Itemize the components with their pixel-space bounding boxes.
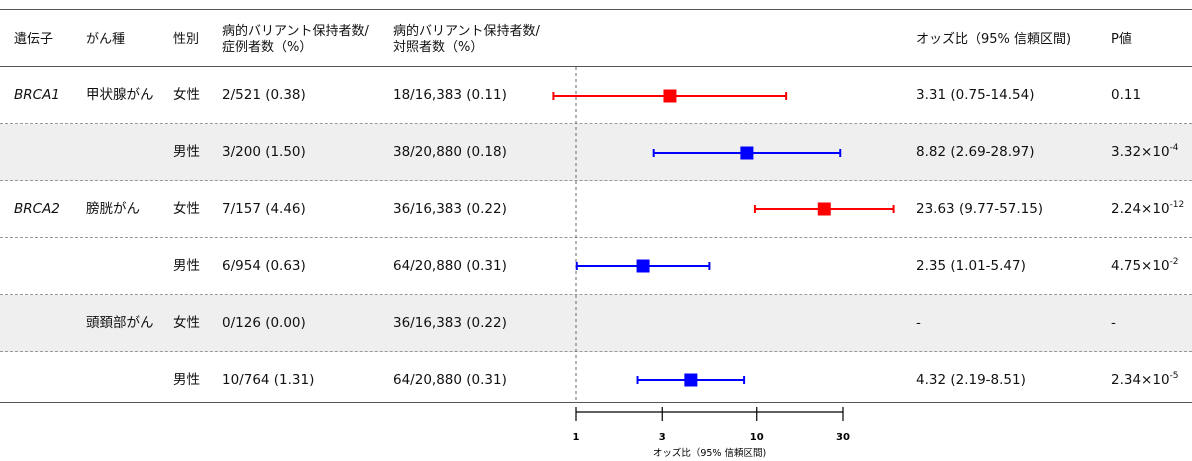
header-cases-line1: 病的バリアント保持者数/ xyxy=(222,24,369,39)
header-p-value: P値 xyxy=(1111,32,1132,47)
cases-cell: 3/200 (1.50) xyxy=(222,144,306,160)
p-value-cell: 4.75×10-2 xyxy=(1111,258,1179,275)
cancer-cell: 甲状腺がん xyxy=(86,87,154,103)
x-axis-tick-label: 30 xyxy=(836,432,850,443)
header-cases-line2: 症例者数（%） xyxy=(222,40,313,55)
p-value-base: 2.34×10 xyxy=(1111,372,1170,388)
p-value-base: 4.75×10 xyxy=(1111,258,1170,274)
sex-cell: 男性 xyxy=(173,144,200,160)
p-value-exponent: -2 xyxy=(1169,257,1179,267)
x-axis-tick-label: 3 xyxy=(659,432,666,443)
bottom-rule xyxy=(0,402,1192,403)
p-value-cell: 0.11 xyxy=(1111,87,1141,104)
row-divider xyxy=(0,351,1192,352)
table-row: BRCA2 膀胱がん 女性 7/157 (4.46) 36/16,383 (0.… xyxy=(0,181,1192,238)
header-gene: 遺伝子 xyxy=(14,32,54,47)
table-row: 男性 10/764 (1.31) 64/20,880 (0.31) 4.32 (… xyxy=(0,352,1192,409)
header-controls-line2: 対照者数（%） xyxy=(393,40,484,55)
p-value-base: 2.24×10 xyxy=(1111,201,1170,217)
odds-ratio-cell: 3.31 (0.75-14.54) xyxy=(916,87,1035,103)
controls-cell: 36/16,383 (0.22) xyxy=(393,201,507,217)
controls-cell: 64/20,880 (0.31) xyxy=(393,372,507,388)
odds-ratio-cell: 23.63 (9.77-57.15) xyxy=(916,201,1044,217)
controls-cell: 38/20,880 (0.18) xyxy=(393,144,507,160)
p-value-cell: 3.32×10-4 xyxy=(1111,144,1179,161)
p-value-cell: - xyxy=(1111,315,1116,332)
table-row: 頭頚部がん 女性 0/126 (0.00) 36/16,383 (0.22) -… xyxy=(0,295,1192,352)
x-axis-tick-label: 10 xyxy=(750,432,764,443)
p-value-exponent: -4 xyxy=(1169,143,1179,153)
sex-cell: 女性 xyxy=(173,87,200,103)
gene-cell: BRCA2 xyxy=(14,201,60,217)
cases-cell: 2/521 (0.38) xyxy=(222,87,306,103)
p-value-exponent: -5 xyxy=(1169,371,1179,381)
cases-cell: 0/126 (0.00) xyxy=(222,315,306,331)
row-divider xyxy=(0,123,1192,124)
controls-cell: 36/16,383 (0.22) xyxy=(393,315,507,331)
table-row: 男性 6/954 (0.63) 64/20,880 (0.31) 2.35 (1… xyxy=(0,238,1192,295)
header-controls-line1: 病的バリアント保持者数/ xyxy=(393,24,540,39)
sex-cell: 男性 xyxy=(173,372,200,388)
table-row: 男性 3/200 (1.50) 38/20,880 (0.18) 8.82 (2… xyxy=(0,124,1192,181)
controls-cell: 64/20,880 (0.31) xyxy=(393,258,507,274)
x-axis-label: オッズ比（95% 信頼区間) xyxy=(653,447,766,459)
sex-cell: 女性 xyxy=(173,201,200,217)
cases-cell: 10/764 (1.31) xyxy=(222,372,315,388)
p-value-base: 3.32×10 xyxy=(1111,144,1170,160)
cases-cell: 6/954 (0.63) xyxy=(222,258,306,274)
p-value-base: 0.11 xyxy=(1111,87,1142,103)
p-value-exponent: -12 xyxy=(1169,200,1185,210)
odds-ratio-cell: 4.32 (2.19-8.51) xyxy=(916,372,1026,388)
row-divider xyxy=(0,237,1192,238)
cancer-cell: 膀胱がん xyxy=(86,201,140,217)
controls-cell: 18/16,383 (0.11) xyxy=(393,87,507,103)
table-row: BRCA1 甲状腺がん 女性 2/521 (0.38) 18/16,383 (0… xyxy=(0,67,1192,124)
gene-cell: BRCA1 xyxy=(14,87,60,103)
sex-cell: 女性 xyxy=(173,315,200,331)
top-rule xyxy=(0,9,1192,10)
odds-ratio-cell: 8.82 (2.69-28.97) xyxy=(916,144,1035,160)
header-rule xyxy=(0,66,1192,67)
row-divider xyxy=(0,180,1192,181)
header-cancer: がん種 xyxy=(86,32,126,47)
p-value-cell: 2.34×10-5 xyxy=(1111,372,1179,389)
p-value-cell: 2.24×10-12 xyxy=(1111,201,1184,218)
row-divider xyxy=(0,294,1192,295)
cases-cell: 7/157 (4.46) xyxy=(222,201,306,217)
header-sex: 性別 xyxy=(173,32,200,47)
sex-cell: 男性 xyxy=(173,258,200,274)
header-odds-ratio: オッズ比（95% 信頼区間) xyxy=(916,32,1072,47)
odds-ratio-cell: - xyxy=(916,315,921,331)
cancer-cell: 頭頚部がん xyxy=(86,315,154,331)
odds-ratio-cell: 2.35 (1.01-5.47) xyxy=(916,258,1026,274)
p-value-base: - xyxy=(1111,315,1116,331)
x-axis-tick-label: 1 xyxy=(573,432,580,443)
